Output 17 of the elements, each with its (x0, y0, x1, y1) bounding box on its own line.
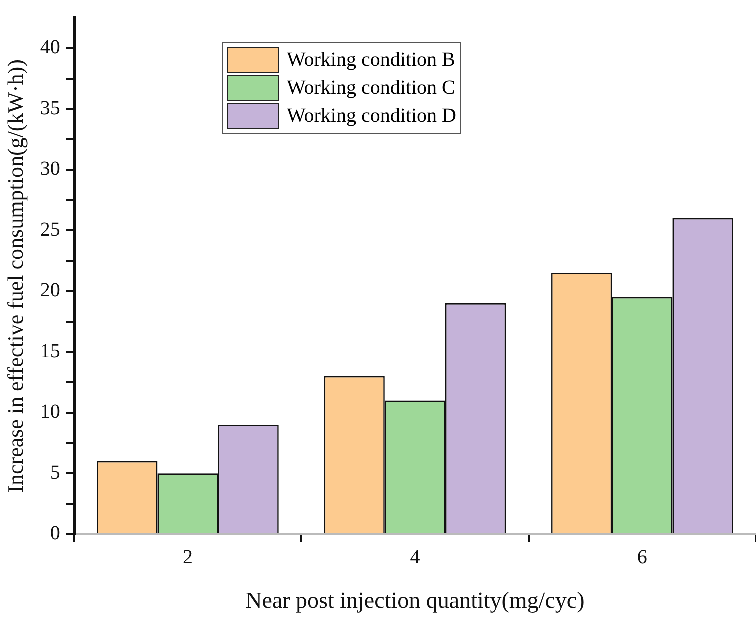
legend-label: Working condition D (287, 104, 456, 128)
y-tick-label: 40 (40, 36, 60, 59)
y-tick-label: 25 (40, 218, 60, 241)
y-tick-label: 0 (50, 522, 60, 545)
y-tick-label: 5 (50, 462, 60, 484)
y-axis-title: Increase in effective fuel consumption(g/(kW·h)) (2, 60, 28, 493)
y-tick-label: 20 (40, 280, 60, 302)
x-tick-label: 6 (637, 546, 648, 569)
x-axis-title: Near post injection quantity(mg/cyc) (246, 588, 585, 614)
x-tick-label: 2 (183, 546, 193, 569)
y-tick-label: 35 (40, 97, 60, 120)
legend-label: Working condition C (287, 76, 456, 100)
y-tick-label: 15 (40, 340, 60, 362)
y-tick-label: 10 (40, 401, 60, 424)
y-tick-label: 30 (40, 158, 60, 180)
legend-label: Working condition B (287, 48, 456, 72)
x-tick-label: 4 (410, 546, 420, 569)
